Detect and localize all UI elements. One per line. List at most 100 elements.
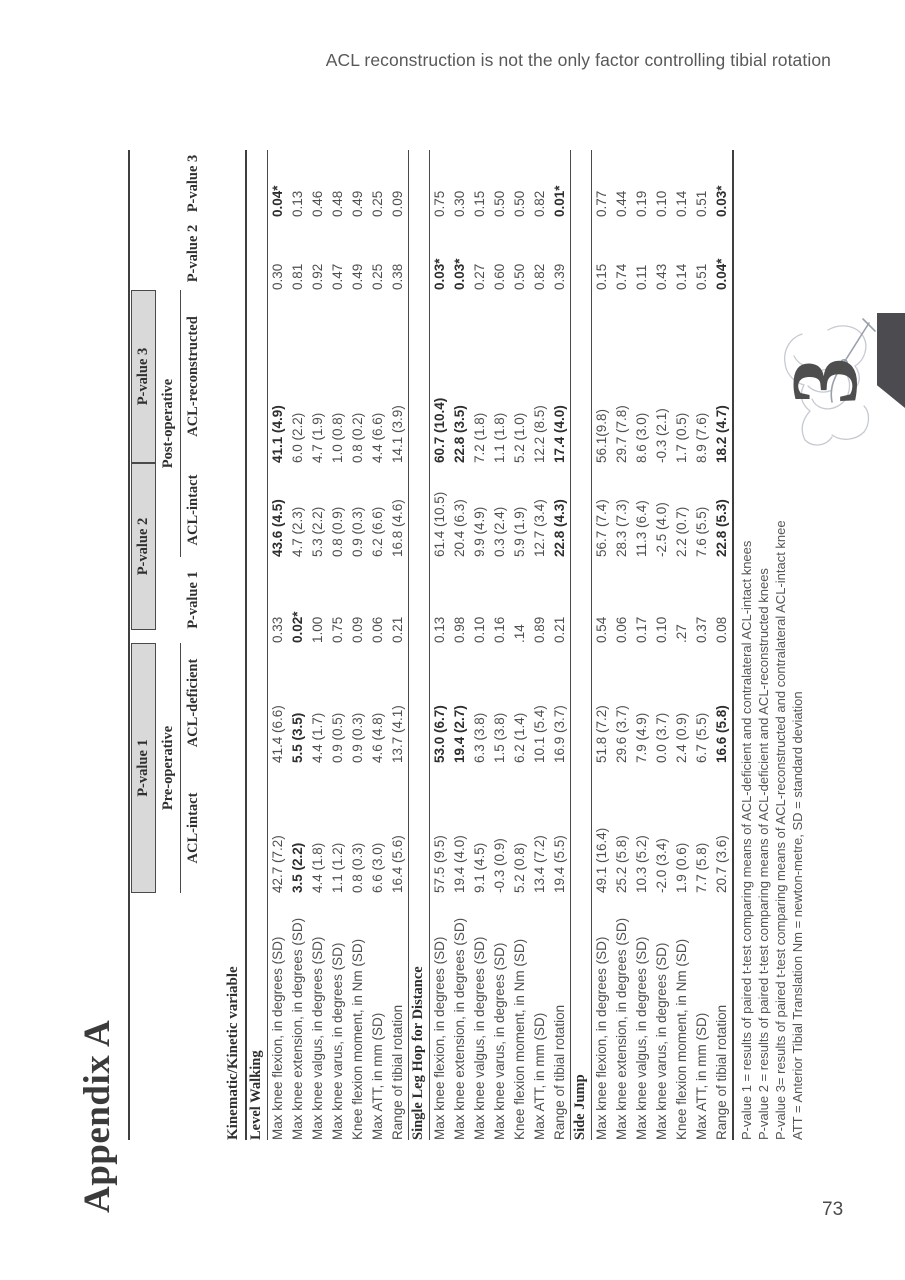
cell: 0.13 [290, 190, 305, 217]
section-header-row: Side Jump [570, 150, 592, 1140]
cell: 0.54 [594, 616, 609, 643]
cell: 0.06 [614, 616, 629, 643]
cell: 0.74 [614, 263, 629, 290]
rotated-appendix-block: Appendix A P-value 1 P-value 2 P-value 3… [72, 145, 812, 1215]
cell: -2.0 (3.4) [654, 838, 669, 893]
cell: 0.25 [370, 263, 385, 290]
cell: 13.4 (7.2) [532, 835, 547, 893]
row-label: Max knee valgus, in degrees (SD) [472, 936, 487, 1140]
cell: 0.11 [634, 264, 649, 290]
cell: 20.4 (6.3) [452, 499, 467, 557]
table-row: Max knee varus, in degrees (SD) -0.3 (0.… [490, 150, 510, 1140]
cell: 18.2 (4.7) [714, 405, 729, 463]
table-row: Max knee flexion, in degrees (SD) 49.1 (… [592, 150, 612, 1140]
section-title: Side Jump [572, 1074, 588, 1140]
cell: 0.10 [654, 190, 669, 217]
column-header-acl-reconstructed: ACL-reconstructed [185, 316, 201, 437]
cell: 0.50 [492, 190, 507, 217]
cell: 19.4 (2.7) [452, 705, 467, 763]
cell: 0.10 [654, 616, 669, 643]
cell: 0.51 [694, 263, 709, 290]
cell: 16.9 (3.7) [552, 705, 567, 763]
cell: 4.4 (6.6) [370, 412, 385, 463]
cell: 9.9 (4.9) [472, 506, 487, 557]
cell: 0.48 [330, 190, 345, 217]
cell: 1.9 (0.6) [674, 842, 689, 893]
cell: 5.5 (3.5) [290, 712, 305, 763]
cell: 0.98 [452, 616, 467, 643]
cell: 56.7 (7.4) [594, 499, 609, 557]
cell: 57.5 (9.5) [432, 835, 447, 893]
cell: 0.89 [532, 616, 547, 643]
cell: 6.7 (5.5) [694, 712, 709, 763]
row-label: Range of tibial rotation [714, 1004, 729, 1140]
cell: 0.44 [614, 190, 629, 217]
cell: 1.00 [310, 616, 325, 643]
cell: 4.6 (4.8) [370, 712, 385, 763]
cell: 14.1 (3.9) [390, 405, 405, 463]
cell: 0.30 [270, 263, 285, 290]
footnote-line: ATT = Anterior Tibial Translation Nm = n… [790, 691, 805, 1140]
row-label: Max ATT, in mm (SD) [532, 1012, 547, 1140]
cell: 0.04* [270, 185, 285, 217]
cell: 16.6 (5.8) [714, 705, 729, 763]
table-row: Max ATT, in mm (SD) 7.7 (5.8) 6.7 (5.5) … [692, 150, 712, 1140]
table-row: Max knee extension, in degrees (SD) 19.4… [450, 150, 470, 1140]
cell: 29.7 (7.8) [614, 405, 629, 463]
row-label: Knee flexion moment, in Nm (SD) [512, 938, 527, 1140]
cell: 0.75 [330, 616, 345, 643]
cell: 1.1 (1.2) [330, 842, 345, 893]
cell: 25.2 (5.8) [614, 835, 629, 893]
cell: 0.8 (0.9) [330, 506, 345, 557]
row-label: Knee flexion moment, in Nm (SD) [350, 938, 365, 1140]
cell: 0.19 [634, 190, 649, 217]
row-label: Max knee flexion, in degrees (SD) [594, 936, 609, 1140]
cell: 4.7 (1.9) [310, 412, 325, 463]
cell: 0.25 [370, 190, 385, 217]
cell: 7.2 (1.8) [472, 412, 487, 463]
cell: 0.10 [472, 616, 487, 643]
cell: 0.37 [694, 616, 709, 643]
cell: 0.50 [512, 190, 527, 217]
cell: 0.21 [390, 616, 405, 643]
cell: 0.50 [512, 263, 527, 290]
section-header-row: Level Walking [247, 150, 268, 1140]
table-row: Max knee valgus, in degrees (SD) 10.3 (5… [632, 150, 652, 1140]
cell: 0.09 [350, 616, 365, 643]
cell: 3.5 (2.2) [290, 842, 305, 893]
cell: 0.13 [432, 616, 447, 643]
cell: 4.4 (1.8) [310, 842, 325, 893]
cell: 0.38 [390, 263, 405, 290]
cell: 51.8 (7.2) [594, 705, 609, 763]
spacer [157, 893, 181, 1140]
cell: 12.7 (3.4) [532, 499, 547, 557]
cell: -0.3 (0.9) [492, 838, 507, 893]
table-row: Range of tibial rotation 19.4 (5.5) 16.9… [550, 150, 570, 1140]
cell: 5.3 (2.2) [310, 506, 325, 557]
spacer [181, 893, 205, 1140]
pvalue2-group-box: P-value 2 [131, 463, 156, 630]
cell: 6.6 (3.0) [370, 842, 385, 893]
row-label: Max knee valgus, in degrees (SD) [310, 936, 325, 1140]
column-header-acl-deficient: ACL-deficient [185, 658, 201, 748]
cell: 0.16 [492, 616, 507, 643]
cell: 0.8 (0.3) [350, 842, 365, 893]
row-label: Max knee varus, in degrees (SD) [492, 942, 507, 1140]
cell: 0.27 [472, 263, 487, 290]
cell: 61.4 (10.5) [432, 491, 447, 557]
cell: 0.3 (2.4) [492, 506, 507, 557]
cell: 22.8 (4.3) [552, 499, 567, 557]
table-row: Max ATT, in mm (SD) 13.4 (7.2) 10.1 (5.4… [530, 150, 550, 1140]
row-label: Max knee valgus, in degrees (SD) [634, 936, 649, 1140]
cell: 7.9 (4.9) [634, 712, 649, 763]
column-header-acl-intact-post: ACL-intact [185, 474, 201, 546]
cell: 0.49 [350, 263, 365, 290]
cell: 22.8 (3.5) [452, 405, 467, 463]
cell: 0.21 [552, 616, 567, 643]
cell: 11.3 (6.4) [634, 500, 649, 557]
cell: 1.5 (3.8) [492, 712, 507, 763]
cell: 13.7 (4.1) [390, 705, 405, 763]
table-header-group-row: Pre-operative Post-operative [157, 150, 181, 1140]
footnote-line: P-value 1 = results of paired t-test com… [739, 540, 754, 1140]
pvalue3-group-box: P-value 3 [131, 290, 156, 463]
